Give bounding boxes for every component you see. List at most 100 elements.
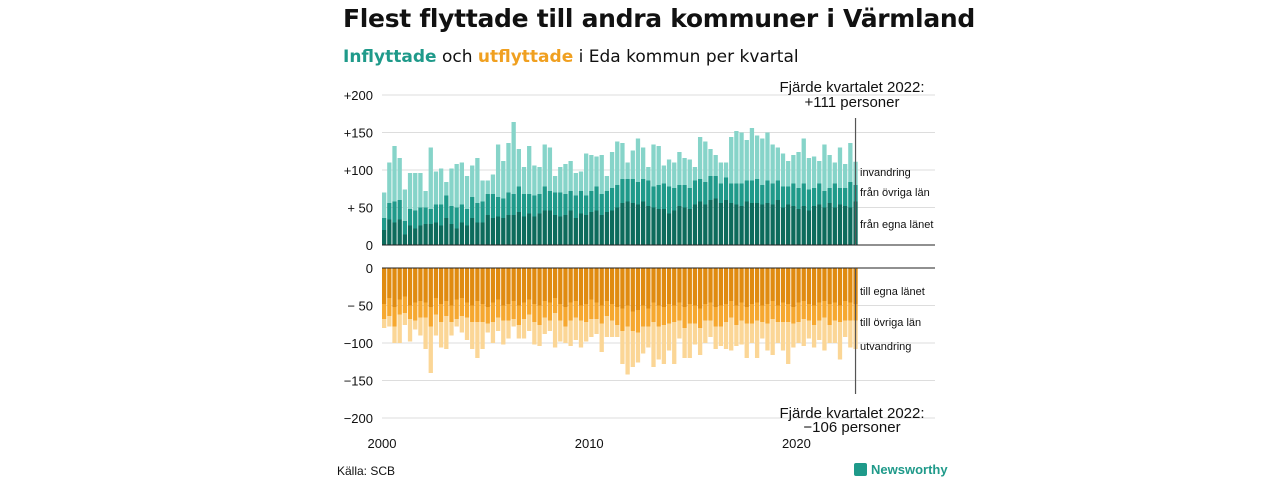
bar-out-0 <box>827 268 832 304</box>
bar-in-1 <box>811 188 817 206</box>
bar-in-2 <box>407 173 413 209</box>
newsworthy-logo[interactable]: Newsworthy <box>854 462 948 477</box>
bar-out-2 <box>713 326 718 349</box>
bar-in-1 <box>682 185 687 208</box>
bar-in-0 <box>672 210 677 245</box>
bar-out-1 <box>646 308 651 327</box>
newsworthy-icon <box>854 463 867 476</box>
ytick-label-in: 0 <box>366 238 373 253</box>
ytick-label-in: +100 <box>344 163 373 178</box>
bar-out-1 <box>811 305 817 325</box>
bar-out-2 <box>449 322 454 336</box>
bar-in-0 <box>729 203 734 245</box>
bar-in-1 <box>646 180 651 206</box>
bar-out-0 <box>646 268 651 309</box>
bar-in-2 <box>837 147 843 188</box>
bar-out-2 <box>604 316 610 337</box>
bar-in-2 <box>392 146 397 202</box>
bar-in-2 <box>402 189 408 221</box>
bar-out-2 <box>791 323 796 348</box>
bar-out-0 <box>708 268 713 303</box>
bar-in-0 <box>402 234 408 245</box>
bar-out-2 <box>475 322 480 358</box>
bar-out-1 <box>547 302 553 321</box>
bar-in-1 <box>827 188 832 203</box>
bar-out-1 <box>661 307 667 325</box>
bar-out-1 <box>506 304 511 321</box>
bar-in-1 <box>558 192 563 217</box>
bar-in-1 <box>749 180 755 203</box>
bar-out-0 <box>832 268 837 303</box>
bar-out-1 <box>708 302 713 321</box>
bar-in-2 <box>444 182 449 196</box>
bar-in-0 <box>511 215 516 245</box>
bar-in-0 <box>744 201 749 245</box>
bar-out-1 <box>542 301 547 318</box>
bar-out-0 <box>718 268 723 306</box>
bar-in-2 <box>459 162 464 205</box>
bar-out-0 <box>589 268 594 300</box>
bar-in-1 <box>708 176 713 200</box>
bar-in-2 <box>635 138 641 182</box>
bar-out-1 <box>822 301 827 318</box>
bar-in-2 <box>739 132 744 184</box>
bar-out-1 <box>718 305 723 327</box>
bar-in-2 <box>682 158 687 185</box>
bar-out-1 <box>625 305 630 327</box>
bar-out-2 <box>387 316 392 327</box>
bar-in-2 <box>775 147 780 181</box>
bar-in-2 <box>418 173 423 208</box>
bar-in-1 <box>754 179 760 203</box>
bar-out-2 <box>729 317 734 351</box>
bar-out-0 <box>423 268 428 303</box>
bar-out-2 <box>734 325 739 346</box>
bar-out-1 <box>495 299 501 318</box>
bar-in-0 <box>542 210 547 245</box>
bar-out-1 <box>620 308 625 331</box>
bar-out-1 <box>438 304 444 322</box>
bar-in-0 <box>387 219 392 245</box>
bar-in-0 <box>558 216 563 245</box>
bar-in-0 <box>418 225 423 245</box>
bar-out-2 <box>635 332 641 363</box>
bar-in-1 <box>703 182 708 205</box>
bar-in-1 <box>848 182 853 208</box>
bar-out-2 <box>537 325 542 346</box>
bar-in-0 <box>682 207 687 245</box>
bar-in-0 <box>485 215 490 245</box>
bar-in-0 <box>734 204 739 245</box>
bar-out-0 <box>672 268 677 306</box>
bar-in-2 <box>382 192 387 218</box>
bar-in-0 <box>770 204 775 245</box>
bar-in-0 <box>630 203 635 245</box>
bar-out-2 <box>697 328 703 355</box>
bar-out-0 <box>843 268 848 301</box>
bar-out-0 <box>760 268 765 306</box>
bar-out-0 <box>532 268 537 304</box>
bar-in-2 <box>843 164 848 188</box>
bar-out-0 <box>734 268 739 306</box>
annotation-in-line1: Fjärde kvartalet 2022: <box>779 79 924 96</box>
bar-out-1 <box>418 301 423 318</box>
bar-in-0 <box>801 206 806 245</box>
bar-out-2 <box>796 322 801 343</box>
bar-in-2 <box>449 168 454 206</box>
bar-in-2 <box>573 173 578 196</box>
bar-out-1 <box>480 304 485 322</box>
bar-out-1 <box>843 301 848 321</box>
ytick-label-out: 0 <box>366 261 373 276</box>
bar-in-1 <box>620 179 625 203</box>
bar-out-0 <box>656 268 661 306</box>
bar-out-1 <box>449 305 454 322</box>
bar-out-1 <box>801 301 806 319</box>
bar-in-0 <box>697 201 703 245</box>
bar-in-1 <box>444 195 449 218</box>
bar-out-0 <box>552 268 558 298</box>
bar-out-2 <box>521 319 527 339</box>
bar-out-0 <box>754 268 760 303</box>
bar-out-0 <box>407 268 413 306</box>
bar-out-1 <box>729 301 734 318</box>
bar-in-2 <box>516 149 521 187</box>
bar-in-2 <box>615 141 620 185</box>
